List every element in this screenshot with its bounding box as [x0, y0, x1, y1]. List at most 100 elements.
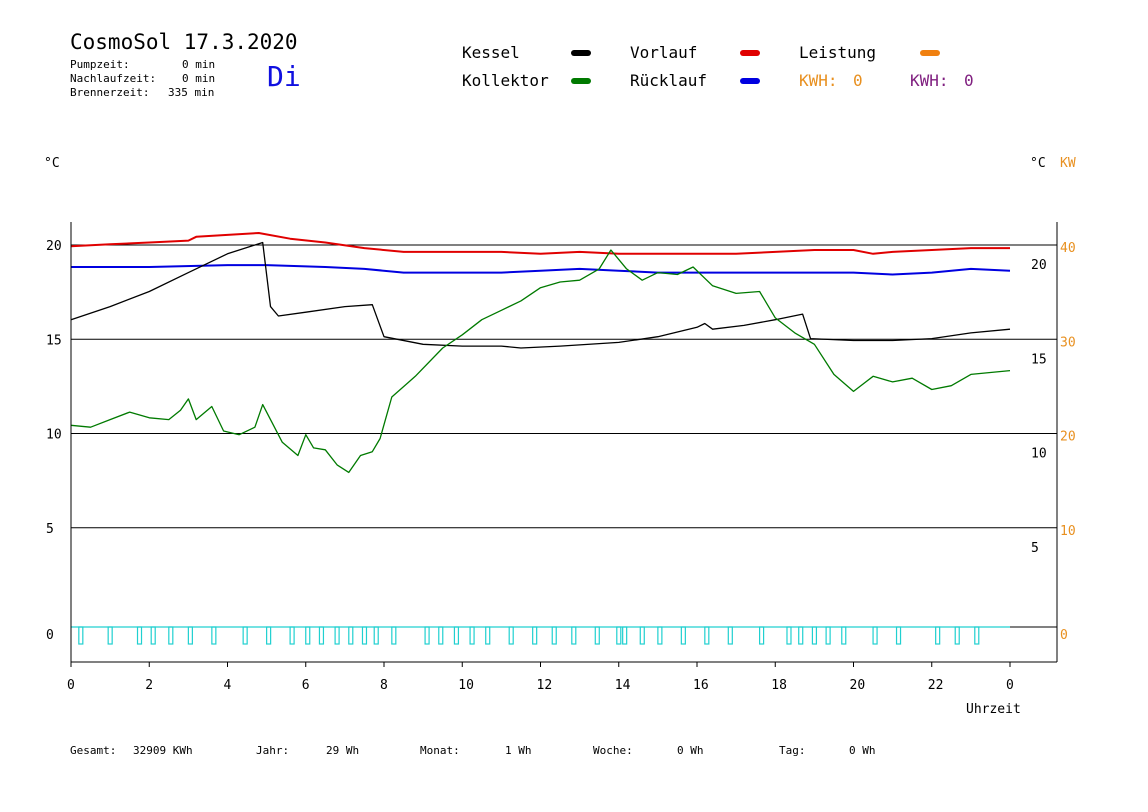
pump-pulse	[798, 626, 804, 645]
x-tick-label: 4	[224, 678, 232, 693]
pump-pulse	[78, 626, 84, 645]
pump-pulse	[453, 626, 460, 645]
legend-swatch-vorlauf	[740, 50, 760, 56]
y-right-kw-tick-label: 10	[1060, 524, 1076, 539]
series-line-kessel	[70, 241, 1011, 349]
pump-pulse	[551, 626, 557, 645]
series-line-kollektor	[70, 249, 1011, 474]
pump-pulse	[639, 626, 645, 645]
x-tick-label: 8	[380, 678, 388, 693]
x-tick-label: 0	[1006, 678, 1014, 693]
x-tick-label: 12	[537, 678, 553, 693]
y-left-tick-label: 5	[46, 522, 54, 537]
pump-pulse	[704, 626, 710, 645]
pump-pulse	[266, 626, 272, 645]
pump-pulse	[485, 626, 491, 645]
pump-pulse	[508, 626, 514, 645]
y-right-kw-tick-label: 40	[1060, 241, 1076, 256]
y-right-kw-tick-label: 20	[1060, 430, 1076, 445]
pump-pulse	[348, 626, 354, 645]
series-line-rücklauf	[71, 264, 1011, 276]
pump-pulse	[571, 626, 577, 645]
x-tick-label: 20	[850, 678, 866, 693]
legend-swatch-kollektor	[571, 78, 591, 84]
pump-pulse	[305, 626, 311, 645]
legend-label-leistung: Leistung	[799, 43, 877, 62]
right-axis-unit-celsius: °C	[1030, 156, 1046, 171]
pump-pulse	[187, 626, 193, 645]
x-tick-label: 16	[693, 678, 709, 693]
pump-pulse	[954, 626, 960, 645]
y-right-celsius-tick-label: 10	[1031, 447, 1047, 462]
pump-pulse	[373, 626, 379, 645]
pump-pulse	[361, 626, 368, 645]
y-left-tick-label: 20	[46, 239, 62, 254]
y-right-celsius-tick-label: 20	[1031, 258, 1047, 273]
pump-pulse	[727, 626, 733, 645]
pump-pulse	[532, 626, 538, 645]
right-axis-unit-kw: KW	[1060, 156, 1076, 171]
footer-jahr-value: 29 Wh	[326, 744, 360, 757]
y-left-tick-label: 10	[46, 428, 62, 443]
stat-label-nachlaufzeit: Nachlaufzeit:	[70, 72, 157, 85]
footer-woche-label: Woche:	[593, 744, 633, 757]
footer-jahr-label: Jahr:	[256, 744, 290, 757]
pump-pulse	[168, 626, 174, 645]
kwh-label-1: KWH:	[799, 71, 838, 90]
pump-pulse	[438, 626, 444, 645]
legend-label-kollektor: Kollektor	[462, 71, 549, 90]
pump-pulse	[825, 626, 831, 645]
x-tick-label: 6	[302, 678, 310, 693]
legend-swatch-leistung	[920, 50, 940, 56]
pump-pulse	[616, 626, 622, 645]
axis-layer: 20 15 10 5 0 20 15 10 5 40 30 20 10 0 0 2 4 6 8 10 12 14 16 18 2…	[46, 222, 1076, 693]
pump-pulse	[622, 626, 628, 645]
footer-monat-label: Monat:	[420, 744, 460, 757]
kwh-value-2: 0	[964, 71, 974, 90]
pump-pulse	[107, 626, 113, 645]
pump-pulse	[136, 626, 143, 645]
pump-pulse	[935, 626, 941, 645]
pump-pulse	[391, 626, 397, 645]
kwh-value-1: 0	[853, 71, 863, 90]
pump-pulse	[872, 626, 878, 645]
x-tick-label: 0	[67, 678, 75, 693]
pump-pulse	[424, 626, 430, 645]
pump-pulse	[680, 626, 686, 645]
pump-pulse	[758, 626, 765, 645]
pump-pulse	[657, 626, 663, 645]
y-right-celsius-tick-label: 5	[1031, 541, 1039, 556]
x-tick-label: 22	[928, 678, 944, 693]
pump-pulse	[469, 626, 475, 645]
stat-value-brennerzeit: 335 min	[168, 86, 215, 99]
y-right-celsius-tick-label: 15	[1031, 352, 1047, 367]
pump-pulse	[334, 626, 340, 645]
left-axis-unit: °C	[44, 156, 60, 171]
pump-pulse	[841, 626, 847, 645]
stat-value-pumpzeit: 0 min	[182, 58, 216, 71]
footer-tag-label: Tag:	[779, 744, 806, 757]
weekday-label: Di	[267, 60, 301, 93]
x-tick-label: 10	[458, 678, 474, 693]
footer-woche-value: 0 Wh	[677, 744, 704, 757]
y-right-kw-tick-label: 0	[1060, 628, 1068, 643]
legend-label-vorlauf: Vorlauf	[630, 43, 698, 62]
pump-pulse	[811, 626, 818, 645]
y-left-tick-label: 0	[46, 628, 54, 643]
pump-pulse	[242, 626, 248, 645]
series-layer	[70, 232, 1011, 474]
pump-pulse	[150, 626, 156, 645]
legend-label-ruecklauf: Rücklauf	[630, 71, 708, 90]
pump-layer	[71, 626, 1010, 645]
y-left-tick-label: 15	[46, 333, 62, 348]
footer-tag-value: 0 Wh	[849, 744, 876, 757]
x-tick-label: 18	[771, 678, 787, 693]
pump-pulse	[786, 626, 792, 645]
x-axis-label: Uhrzeit	[966, 702, 1021, 717]
kwh-label-2: KWH:	[910, 71, 949, 90]
footer-gesamt-value: 32909 KWh	[133, 744, 193, 757]
stat-label-brennerzeit: Brennerzeit:	[70, 86, 150, 99]
pump-pulse	[974, 626, 980, 645]
footer-monat-value: 1 Wh	[505, 744, 532, 757]
